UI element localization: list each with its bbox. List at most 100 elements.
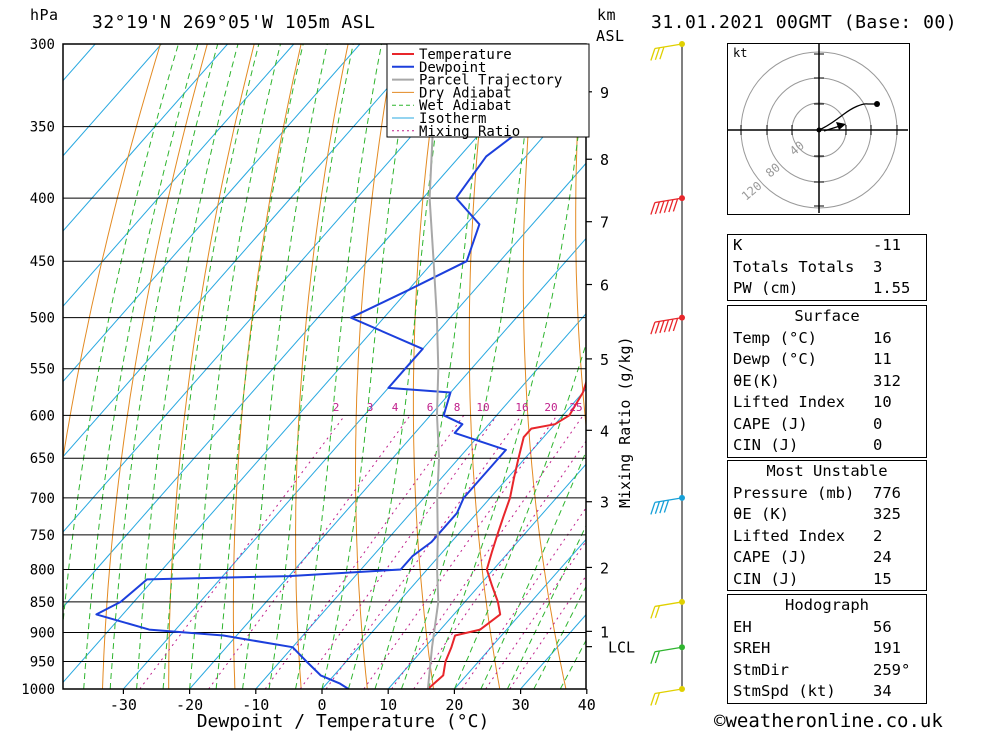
wet-adiabat-line [215,44,304,689]
table-row: Lifted Index 10 [728,392,926,414]
mixing-ratio-line [208,415,411,689]
mixing-ratio-label: 2 [333,401,340,414]
temperature-tick-label: 20 [445,696,463,714]
pressure-tick-label: 450 [30,254,55,270]
x-axis-label: Dewpoint / Temperature (°C) [197,711,490,732]
series-temperature [427,379,586,689]
hodo-value: 34 [873,682,892,700]
hodograph-ring-label: 80 [763,160,783,180]
pressure-tick-label: 600 [30,408,55,424]
temperature-tick-label: 10 [379,696,397,714]
table-row: θE (K) 325 [728,504,926,526]
isotherm-line [454,538,586,689]
mixing-ratio-label: 4 [392,401,399,414]
altitude-km-label: 4 [600,422,609,440]
surface-value: 16 [873,328,892,347]
pressure-tick-label: 500 [30,311,55,327]
pressure-tick-label: 550 [30,362,55,378]
skewt-diagram: 3003504004505005506006507007508008509009… [21,26,700,732]
dry-adiabat-line [168,44,255,689]
isotherm-line [63,87,586,684]
surface-label: CIN (J) [733,436,799,454]
wet-adiabat-line [63,44,179,628]
pressure-tick-label: 800 [30,562,55,578]
indices-label: PW (cm) [733,279,799,297]
isotherm-line [189,237,586,689]
mu-label: θE (K) [733,505,789,523]
hodo-label: StmSpd (kt) [733,682,836,700]
isotherm-line [63,44,162,157]
isotherm-line [63,44,559,608]
surface-label: CAPE (J) [733,414,808,433]
mu-value: 2 [873,526,883,545]
unit-hpa-label: hPa [30,6,59,24]
hodograph-table: Hodograph EH 56 SREH 191 StmDir 259° StmSpd… [727,594,927,704]
plot-frame [62,43,587,690]
datetime-title: 31.01.2021 00GMT (Base: 00) [651,12,958,33]
wind-barb [650,195,685,215]
table-row: PW (cm) 1.55 [728,278,926,300]
temperature-tick-label: 0 [317,696,326,714]
hodograph-endpoint [874,101,880,107]
table-row: CIN (J) 15 [728,569,926,591]
storm-motion-arrow [836,122,846,130]
isotherm-line [387,463,586,689]
mu-label: Lifted Index [733,526,845,545]
wet-adiabat-line [189,44,281,689]
isotherm-line [63,44,493,533]
wet-adiabat-line [480,450,586,689]
mu-value: 325 [873,505,901,523]
mixing-ratio-line [363,415,558,689]
mixing-ratio-label: 6 [427,401,434,414]
table-row: Totals Totals 3 [728,257,926,279]
location-title: 32°19'N 269°05'W 105m ASL [92,12,376,33]
table-row: Lifted Index 2 [728,526,926,548]
surface-label: Lifted Index [733,393,845,411]
legend-item-label: Dry Adiabat [419,85,512,101]
temperature-tick-label: -20 [176,696,203,714]
mixing-ratio-line [461,507,586,689]
altitude-km-label: 7 [600,214,609,232]
mixing-ratio-label: 8 [454,401,461,414]
mixing-ratio-label: 20 [544,401,557,414]
surface-title: Surface [794,307,860,325]
indices-table: K -11 Totals Totals 3 PW (cm) 1.55 [727,234,927,301]
wet-adiabat-line [533,585,586,689]
wet-adiabat-line [295,44,382,689]
pressure-tick-label: 700 [30,491,55,507]
mixing-ratio-label: 16 [515,401,528,414]
altitude-km-label: 8 [600,151,609,169]
mixing-ratio-line [413,440,586,689]
mixing-ratio-line [485,540,586,689]
dry-adiabat-line [575,44,586,431]
indices-value: 3 [873,257,883,276]
surface-value: 0 [873,414,883,433]
mu-value: 15 [873,569,892,588]
mu-value: 776 [873,483,901,502]
unit-km-label: km [597,6,617,24]
altitude-km-label: 3 [600,494,609,512]
dry-adiabat-line [295,44,349,689]
altitude-km-label: 9 [600,84,609,102]
pressure-tick-label: 750 [30,528,55,544]
isotherm-line [63,44,295,308]
dry-adiabat-line [676,26,700,689]
most-unstable-table: Most Unstable Pressure (mb) 776 θE (K) 325… [727,460,927,591]
mu-value: 24 [873,548,892,566]
isotherm-line [63,44,361,383]
table-row: StmSpd (kt) 34 [728,681,926,703]
mixing-ratio-label: 25 [569,401,582,414]
pressure-tick-label: 400 [30,191,55,207]
hodograph-ring-label: 40 [787,138,807,158]
wind-barb [650,314,685,335]
wind-barb [650,686,685,706]
hodo-value: 191 [873,639,901,657]
hodo-value: 56 [873,617,892,636]
wet-adiabat-line [162,44,260,689]
series-dewpoint [95,51,586,689]
altitude-km-label: 6 [600,277,609,295]
unit-asl-label: ASL [596,27,625,45]
legend-item-label: Wet Adiabat [419,98,512,114]
wet-adiabat-line [109,44,219,689]
altitude-km-label: LCL [608,639,635,657]
